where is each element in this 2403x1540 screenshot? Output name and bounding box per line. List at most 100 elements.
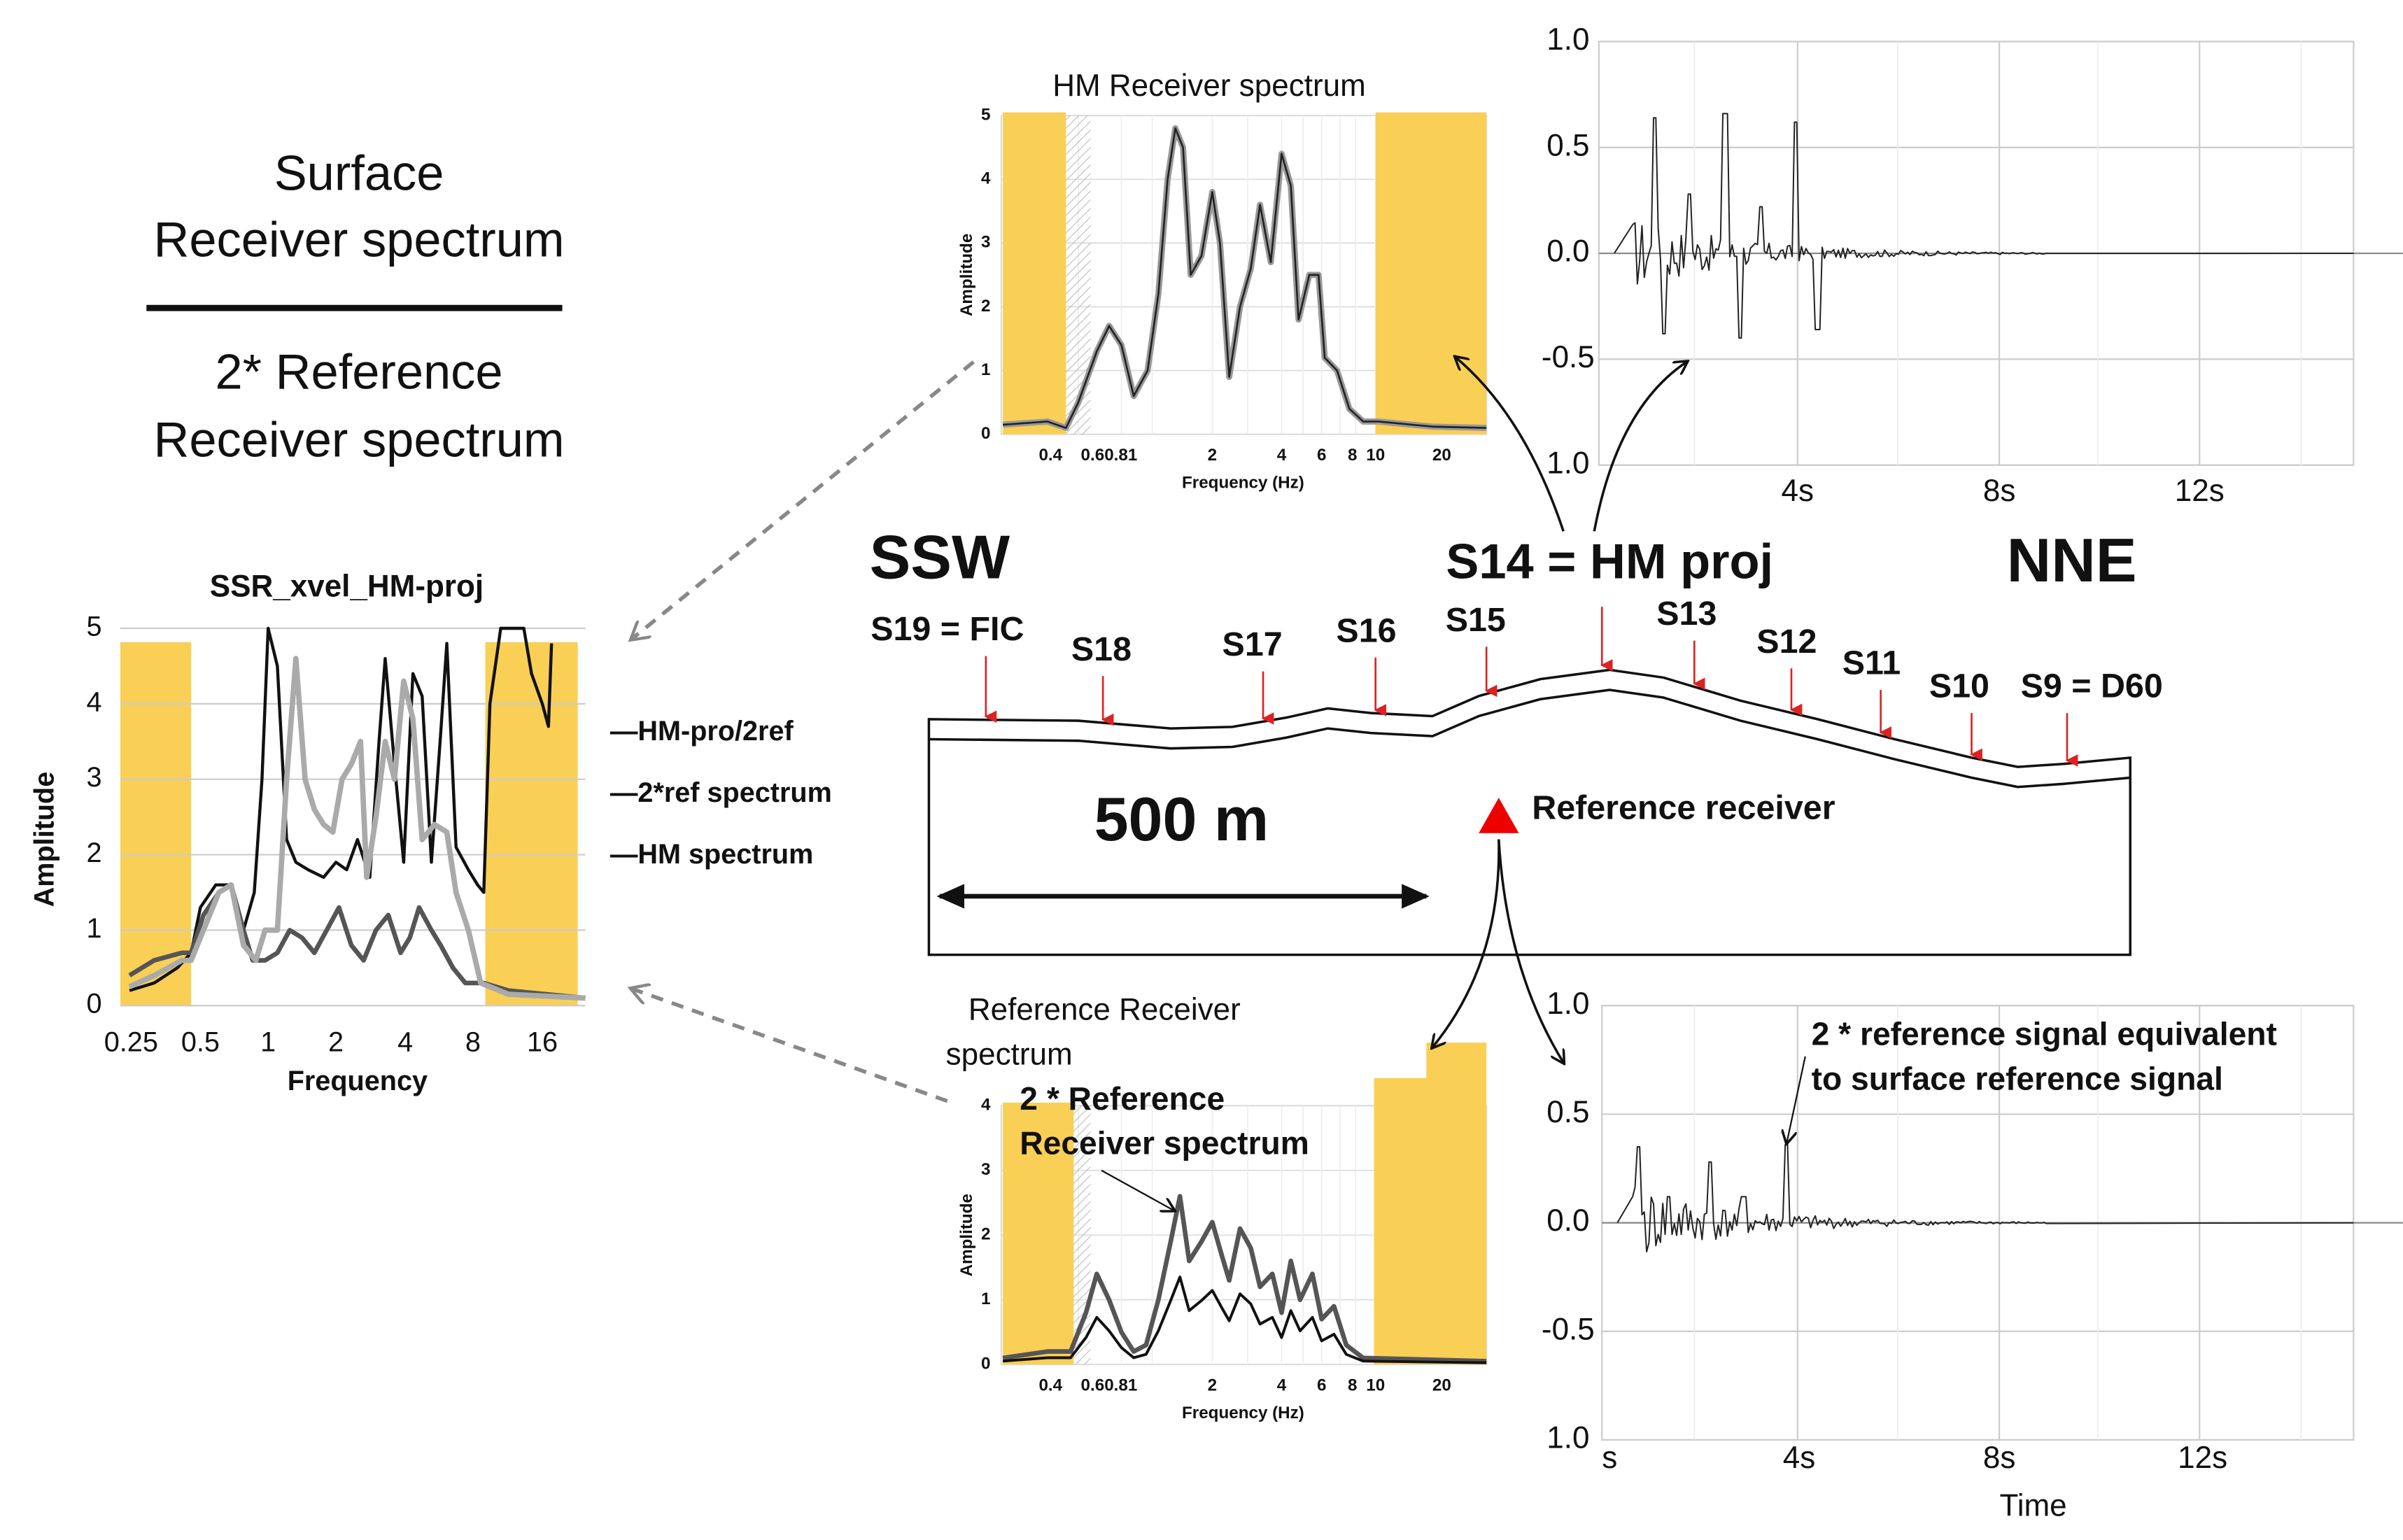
station-label: S18: [1071, 630, 1132, 668]
y-tick-label: -0.5: [1542, 340, 1595, 374]
y-tick-label: 1.0: [1546, 22, 1589, 57]
y-tick-label: 0: [981, 1354, 990, 1373]
station-label: S12: [1756, 623, 1817, 660]
station-label: S13: [1656, 595, 1717, 633]
connector-arrow: [1456, 358, 1565, 532]
formula-text: Surface: [274, 146, 444, 201]
formula-text: Receiver spectrum: [154, 211, 565, 267]
x-tick-label: 0.60.81: [1081, 1376, 1138, 1394]
x-axis-label: Frequency: [288, 1066, 428, 1096]
x-tick-label: 0.5: [181, 1027, 220, 1058]
y-tick-label: 0.0: [1546, 234, 1589, 269]
y-tick-label: 4: [981, 1096, 991, 1115]
curve: [128, 656, 586, 1001]
x-tick-label: 8: [1348, 446, 1357, 465]
curve: [1002, 1194, 1487, 1364]
y-tick-label: 5: [86, 611, 101, 642]
highlight-band: [1375, 112, 1487, 435]
curve: [1002, 127, 1487, 429]
x-tick-label: 4: [1277, 1376, 1287, 1394]
x-tick-label: s: [1602, 1441, 1617, 1475]
panel-title: Reference Receiver: [968, 993, 1241, 1027]
x-tick-label: 1: [260, 1027, 276, 1058]
y-tick-label: 2: [981, 297, 990, 316]
cross-section: [927, 668, 2131, 956]
x-tick-label: 0.4: [1038, 1376, 1062, 1394]
highlight-band: [120, 642, 192, 1006]
section-label: NNE: [2007, 525, 2137, 595]
annotation: Receiver spectrum: [1020, 1125, 1309, 1161]
station-label: S15: [1446, 601, 1506, 639]
y-tick-label: 2: [86, 838, 101, 868]
legend-label: —HM spectrum: [610, 839, 814, 870]
y-tick-label: 1: [981, 360, 990, 379]
x-tick-label: 12s: [2175, 474, 2225, 508]
waveform: [1614, 113, 2354, 339]
x-axis-label: Frequency (Hz): [1182, 1404, 1304, 1422]
x-tick-label: 8s: [1983, 474, 2015, 508]
y-tick-label: 4: [981, 169, 991, 188]
x-tick-label: 10: [1366, 446, 1385, 465]
y-tick-label: 1.0: [1546, 987, 1589, 1021]
highlight-band: [1003, 112, 1066, 435]
y-axis-label: Amplitude: [957, 234, 976, 316]
y-tick-label: 3: [981, 233, 990, 252]
connector-arrow: [1498, 839, 1563, 1063]
curve: [1002, 1276, 1487, 1364]
station-label: S16: [1336, 612, 1396, 649]
x-tick-label: 6: [1317, 446, 1326, 465]
station-label: S17: [1222, 626, 1283, 663]
x-tick-label: 4s: [1782, 474, 1814, 508]
x-tick-label: 20: [1432, 1376, 1451, 1394]
layer-boundary: [929, 688, 2131, 789]
highlight-band: [1003, 1102, 1074, 1365]
x-tick-label: 4s: [1783, 1441, 1816, 1475]
section-label: SSW: [870, 523, 1010, 592]
x-tick-label: 20: [1432, 446, 1451, 465]
station-label: S19 = FIC: [871, 610, 1024, 648]
x-tick-label: 6: [1317, 1376, 1326, 1394]
y-tick-label: 1: [86, 913, 101, 944]
highlight-band: [485, 642, 578, 1006]
y-tick-label: 0.5: [1546, 1095, 1589, 1129]
waveform: [1616, 1143, 2354, 1252]
reference-receiver: [1479, 798, 1519, 833]
panel-title: spectrum: [946, 1038, 1073, 1072]
panel-title: HM Receiver spectrum: [1052, 69, 1366, 103]
x-tick-label: 12s: [2178, 1441, 2227, 1475]
annotation: to surface reference signal: [1812, 1060, 2223, 1096]
highlight-band: [1374, 1043, 1487, 1365]
x-tick-label: 8: [1348, 1376, 1357, 1394]
y-tick-label: 1: [981, 1290, 990, 1308]
y-axis-label: Amplitude: [957, 1194, 976, 1276]
y-tick-label: 1.0: [1546, 446, 1589, 480]
formula-text: 2* Reference: [216, 344, 503, 400]
connector-arrow: [1432, 839, 1500, 1047]
y-tick-label: 5: [981, 105, 990, 124]
x-tick-label: 2: [328, 1027, 344, 1058]
x-axis-label: Time: [1999, 1488, 2066, 1523]
x-tick-label: 0.25: [104, 1027, 158, 1058]
y-tick-label: 0: [86, 989, 101, 1019]
legend-label: —2*ref spectrum: [610, 777, 832, 808]
station-label: S11: [1842, 644, 1901, 682]
x-axis-label: Frequency (Hz): [1182, 474, 1304, 493]
station-label: S9 = D60: [2021, 667, 2163, 705]
reference-label: Reference receiver: [1532, 789, 1835, 827]
legend-label: —HM-pro/2ref: [610, 716, 794, 747]
y-tick-label: 0: [981, 424, 990, 443]
annotation: 2 * reference signal equivalent: [1812, 1015, 2277, 1052]
y-tick-label: 0.5: [1546, 128, 1589, 162]
y-tick-label: 3: [981, 1160, 990, 1179]
x-tick-label: 16: [527, 1027, 558, 1058]
panel-title: SSR_xvel_HM-proj: [210, 569, 484, 603]
x-tick-label: 2: [1208, 1376, 1217, 1394]
y-tick-label: 4: [86, 686, 101, 717]
annotation-arrow: [1787, 1056, 1806, 1143]
y-tick-label: 1.0: [1546, 1421, 1589, 1455]
scale-label: 500 m: [1094, 784, 1269, 854]
x-tick-label: 0.4: [1038, 446, 1062, 465]
x-tick-label: 0.60.81: [1081, 446, 1138, 465]
